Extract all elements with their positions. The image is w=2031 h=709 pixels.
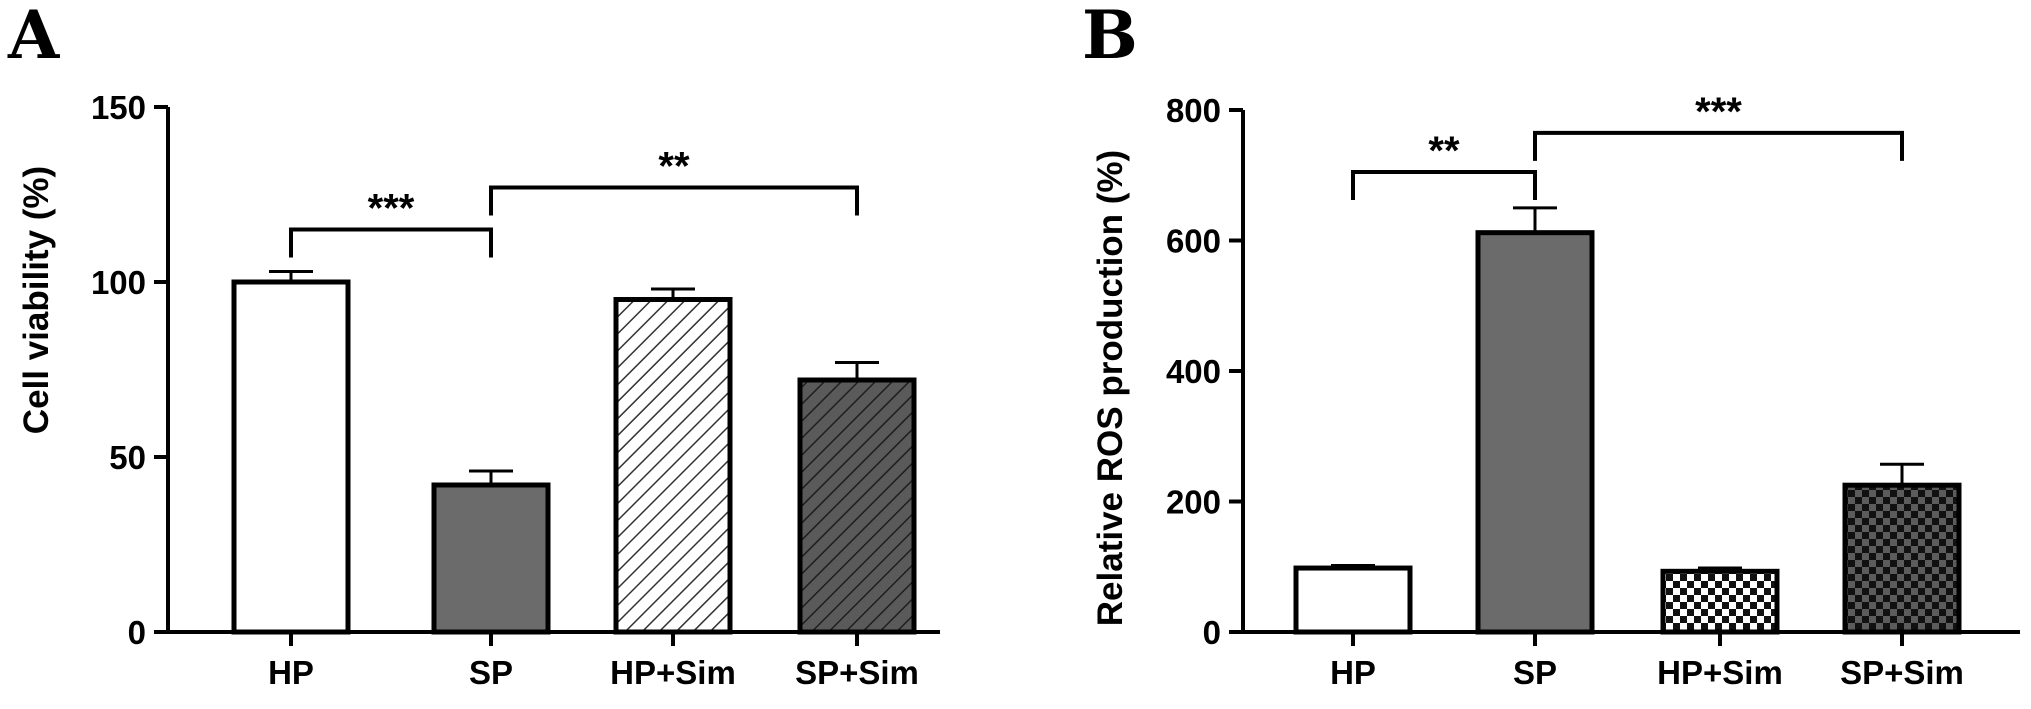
significance-a: ***** — [289, 145, 859, 258]
panel-b: B Relative ROS production (%) 0 200 400 600… — [1082, 0, 2020, 691]
axes-b — [1241, 110, 2020, 634]
panel-a: A Cell viability (%) 0 50 100 150 HP SP HP+Si… — [7, 0, 940, 691]
significance-label: ** — [658, 145, 690, 189]
x-tick-label: SP+Sim — [795, 654, 919, 691]
x-tick-label: HP — [1330, 654, 1376, 691]
y-ticks-b: 0 200 400 600 800 — [1166, 92, 1243, 651]
significance-bracket — [289, 227, 493, 258]
x-tick-label: SP — [1513, 654, 1557, 691]
bar — [1293, 565, 1413, 635]
bar — [1475, 230, 1595, 635]
y-tick-label: 400 — [1166, 353, 1221, 390]
x-tick-label: HP — [268, 654, 314, 691]
bar — [231, 279, 351, 635]
significance-bracket — [489, 185, 859, 216]
y-tick-label: 50 — [109, 439, 146, 476]
significance-bracket — [1351, 169, 1537, 200]
bar — [1660, 568, 1780, 635]
panel-letter-a: A — [7, 0, 60, 74]
significance-b: ***** — [1351, 90, 1904, 200]
x-tick-label: HP+Sim — [1657, 654, 1783, 691]
bars-b: HP SP HP+Sim SP+Sim — [1293, 206, 1964, 691]
y-axis-label-b: Relative ROS production (%) — [1091, 150, 1130, 626]
y-ticks-a: 0 50 100 150 — [91, 89, 168, 651]
bars-a: HP SP HP+Sim SP+Sim — [231, 270, 919, 691]
bar — [431, 482, 551, 635]
y-tick-label: 100 — [91, 264, 146, 301]
bar — [797, 377, 917, 635]
x-tick-label: SP — [469, 654, 513, 691]
bar — [613, 297, 733, 635]
y-tick-label: 150 — [91, 89, 146, 126]
x-tick-label: SP+Sim — [1840, 654, 1964, 691]
y-tick-label: 200 — [1166, 484, 1221, 521]
y-axis-label-a: Cell viability (%) — [17, 166, 56, 434]
panel-letter-b: B — [1082, 0, 1138, 74]
x-tick-label: HP+Sim — [610, 654, 736, 691]
y-tick-label: 0 — [1203, 614, 1221, 651]
significance-bracket — [1533, 130, 1904, 161]
significance-label: *** — [368, 187, 415, 231]
significance-label: *** — [1695, 90, 1742, 134]
axes-a — [166, 107, 940, 634]
y-tick-label: 600 — [1166, 223, 1221, 260]
y-tick-label: 800 — [1166, 92, 1221, 129]
bar — [1842, 482, 1962, 635]
significance-label: ** — [1428, 129, 1460, 173]
y-tick-label: 0 — [128, 614, 146, 651]
